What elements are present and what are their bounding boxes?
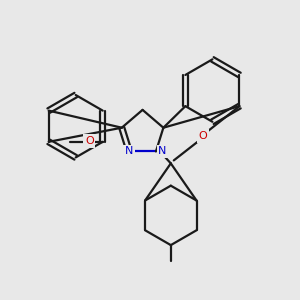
Text: O: O <box>198 131 207 141</box>
Text: N: N <box>125 146 134 157</box>
Text: O: O <box>85 136 94 146</box>
Text: N: N <box>158 146 167 157</box>
